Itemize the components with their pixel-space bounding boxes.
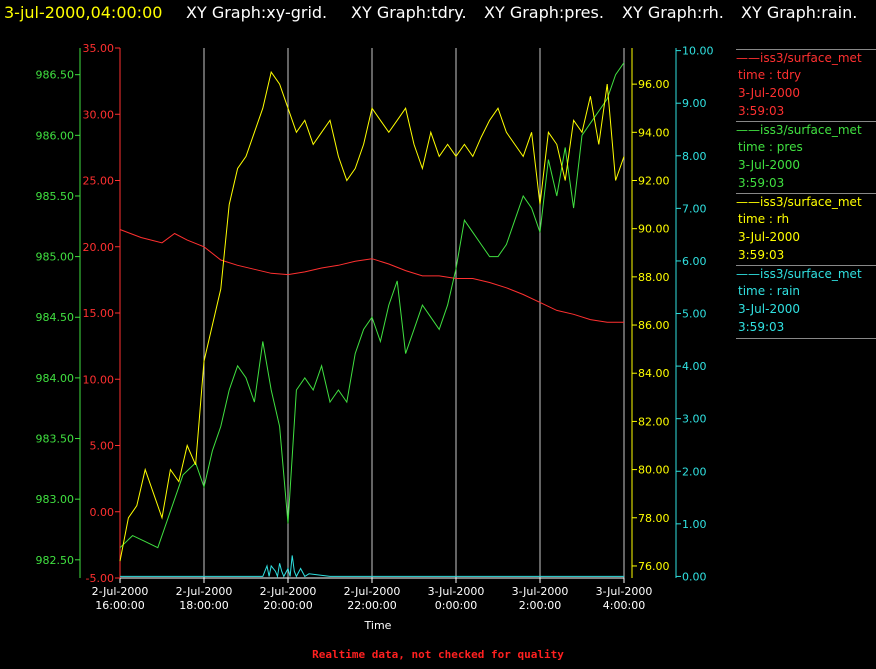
rh-tick-label: 92.00: [638, 175, 670, 188]
legend-entry-pres: ——iss3/surface_met time : pres 3-Jul-200…: [736, 121, 876, 192]
header-timestamp: 3-jul-2000,04:00:00: [4, 3, 163, 22]
graph-label-xy-grid: XY Graph:xy-grid.: [186, 3, 328, 22]
rain-tick-label: 9.00: [682, 97, 707, 110]
rain-tick-label: 10.00: [682, 45, 714, 58]
tdry-tick-label: 20.00: [83, 241, 115, 254]
legend-source: ——iss3/surface_met: [736, 123, 862, 137]
quality-note: Realtime data, not checked for quality: [312, 648, 564, 661]
x-tick-label-date: 2-Jul-2000: [260, 585, 317, 598]
pres-tick-label: 985.50: [36, 190, 75, 203]
tdry-tick-label: 5.00: [90, 440, 115, 453]
rain-tick-label: 0.00: [682, 570, 707, 583]
x-tick-label-date: 2-Jul-2000: [92, 585, 149, 598]
series-line-pres: [119, 62, 625, 549]
legend-field: time : tdry: [738, 68, 802, 82]
graph-label-tdry: XY Graph:tdry.: [351, 3, 467, 22]
graph-label-rain: XY Graph:rain.: [741, 3, 858, 22]
rh-tick-label: 90.00: [638, 223, 670, 236]
graph-label-pres: XY Graph:pres.: [484, 3, 604, 22]
legend-field: time : rain: [738, 284, 801, 298]
legend-time: 3:59:03: [738, 248, 785, 262]
legend-field: time : rh: [738, 212, 790, 226]
rh-tick-label: 80.00: [638, 464, 670, 477]
series-line-tdry: [119, 229, 624, 323]
rh-tick-label: 96.00: [638, 78, 670, 91]
legend-field: time : pres: [738, 140, 803, 154]
rain-tick-label: 5.00: [682, 308, 707, 321]
x-tick-label-time: 20:00:00: [263, 599, 312, 612]
legend-date: 3-Jul-2000: [738, 302, 800, 316]
tdry-tick-label: -5.00: [86, 572, 114, 585]
legend-source: ——iss3/surface_met: [736, 51, 862, 65]
legend-source: ——iss3/surface_met: [736, 267, 862, 281]
rh-tick-label: 86.00: [638, 319, 670, 332]
legend-entry-rain: ——iss3/surface_met time : rain 3-Jul-200…: [736, 265, 876, 339]
graph-label-rh: XY Graph:rh.: [622, 3, 724, 22]
pres-tick-label: 985.00: [36, 251, 75, 264]
rh-tick-label: 94.00: [638, 126, 670, 139]
x-tick-label-time: 18:00:00: [179, 599, 228, 612]
x-tick-label-date: 2-Jul-2000: [344, 585, 401, 598]
rh-tick-label: 88.00: [638, 271, 670, 284]
legend-separator: [736, 193, 876, 194]
legend-source: ——iss3/surface_met: [736, 195, 862, 209]
x-tick-label-time: 22:00:00: [347, 599, 396, 612]
legend-separator: [736, 338, 876, 339]
x-axis-label: Time: [364, 619, 392, 632]
rain-tick-label: 7.00: [682, 202, 707, 215]
x-tick-label-date: 3-Jul-2000: [428, 585, 485, 598]
rain-tick-label: 2.00: [682, 465, 707, 478]
rh-tick-label: 82.00: [638, 415, 670, 428]
legend-entry-rh: ——iss3/surface_met time : rh 3-Jul-2000 …: [736, 193, 876, 264]
x-tick-label-time: 4:00:00: [603, 599, 645, 612]
legend-date: 3-Jul-2000: [738, 230, 800, 244]
x-tick-label-time: 2:00:00: [519, 599, 561, 612]
pres-tick-label: 986.00: [36, 129, 75, 142]
rh-tick-label: 76.00: [638, 560, 670, 573]
tdry-tick-label: 0.00: [90, 506, 115, 519]
tdry-tick-label: 25.00: [83, 175, 115, 188]
rh-tick-label: 78.00: [638, 512, 670, 525]
tdry-tick-label: 30.00: [83, 108, 115, 121]
legend-time: 3:59:03: [738, 104, 785, 118]
legend-entry-tdry: ——iss3/surface_met time : tdry 3-Jul-200…: [736, 49, 876, 120]
legend-separator: [736, 265, 876, 266]
legend-time: 3:59:03: [738, 176, 785, 190]
x-tick-label-date: 2-Jul-2000: [176, 585, 233, 598]
pres-tick-label: 982.50: [36, 554, 75, 567]
pres-tick-label: 984.50: [36, 311, 75, 324]
tdry-tick-label: 15.00: [83, 307, 115, 320]
rain-tick-label: 6.00: [682, 255, 707, 268]
pres-tick-label: 984.00: [36, 372, 75, 385]
legend-separator: [736, 121, 876, 122]
legend-date: 3-Jul-2000: [738, 86, 800, 100]
tdry-tick-label: 10.00: [83, 373, 115, 386]
x-tick-label-date: 3-Jul-2000: [596, 585, 653, 598]
series-line-rain: [120, 555, 624, 579]
rain-tick-label: 4.00: [682, 360, 707, 373]
pres-tick-label: 983.00: [36, 493, 75, 506]
rain-tick-label: 8.00: [682, 150, 707, 163]
tdry-tick-label: 35.00: [83, 42, 115, 55]
rain-tick-label: 1.00: [682, 518, 707, 531]
pres-tick-label: 983.50: [36, 433, 75, 446]
legend-separator: [736, 49, 876, 50]
x-tick-label-time: 0:00:00: [435, 599, 477, 612]
x-tick-label-time: 16:00:00: [95, 599, 144, 612]
rh-tick-label: 84.00: [638, 367, 670, 380]
legend-time: 3:59:03: [738, 320, 785, 334]
x-tick-label-date: 3-Jul-2000: [512, 585, 569, 598]
rain-tick-label: 3.00: [682, 413, 707, 426]
legend-date: 3-Jul-2000: [738, 158, 800, 172]
graph-header: 3-jul-2000,04:00:00 XY Graph:xy-grid. XY…: [0, 0, 876, 30]
series-line-rh: [119, 70, 625, 562]
pres-tick-label: 986.50: [36, 69, 75, 82]
